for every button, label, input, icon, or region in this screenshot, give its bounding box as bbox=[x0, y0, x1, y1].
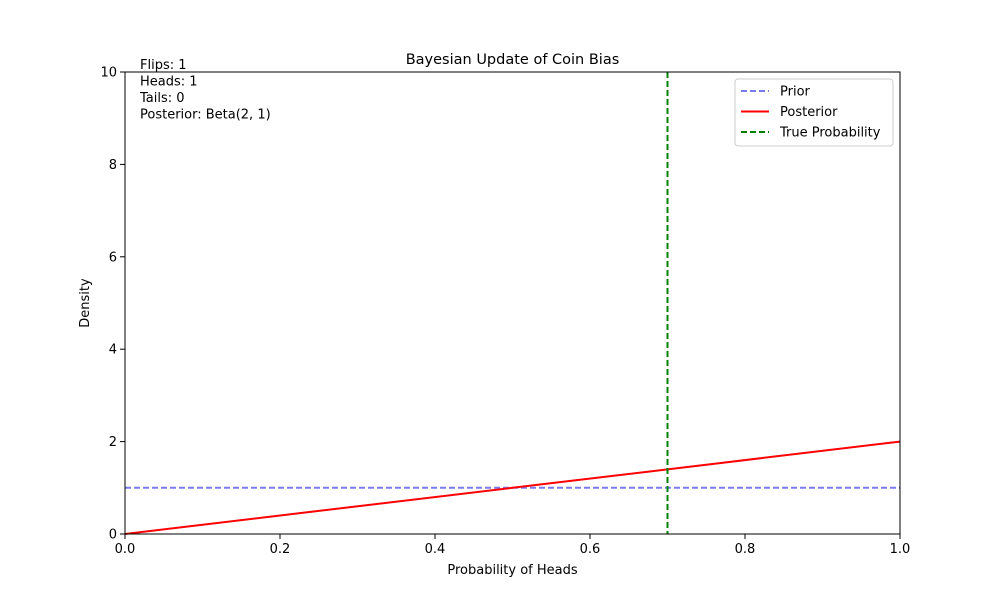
x-tick-label: 0.4 bbox=[425, 542, 446, 557]
plot-area: 0.0 0.2 0.4 0.6 0.8 1.0 0 2 4 6 8 10 bbox=[100, 66, 910, 558]
annotation-line: Heads: 1 bbox=[140, 75, 198, 90]
y-tick-label: 0 bbox=[109, 528, 117, 543]
legend-label: True Probability bbox=[779, 126, 881, 141]
y-axis-label: Density bbox=[78, 278, 93, 328]
y-tick-label: 2 bbox=[109, 435, 117, 450]
y-tick-label: 4 bbox=[109, 343, 117, 358]
y-tick-label: 8 bbox=[109, 158, 117, 173]
annotation-line: Tails: 0 bbox=[139, 91, 185, 106]
legend-box bbox=[734, 78, 894, 147]
x-tick-label: 0.8 bbox=[735, 542, 756, 557]
y-tick-label: 10 bbox=[100, 66, 117, 81]
annotation-line: Posterior: Beta(2, 1) bbox=[140, 108, 271, 123]
x-axis-label: Probability of Heads bbox=[447, 563, 578, 578]
legend: Prior Posterior True Probability bbox=[734, 78, 894, 147]
axes-frame bbox=[124, 71, 901, 535]
x-tick-label: 0.2 bbox=[270, 542, 291, 557]
series-line-posterior bbox=[124, 440, 901, 535]
chart-title: Bayesian Update of Coin Bias bbox=[406, 52, 620, 68]
x-tick-label: 0.0 bbox=[115, 542, 136, 557]
legend-label: Posterior bbox=[780, 105, 838, 120]
y-tick-label: 6 bbox=[109, 250, 117, 265]
annotation-line: Flips: 1 bbox=[140, 58, 187, 73]
legend-label: Prior bbox=[780, 85, 811, 100]
x-tick-label: 0.6 bbox=[580, 542, 601, 557]
x-tick-label: 1.0 bbox=[890, 542, 911, 557]
